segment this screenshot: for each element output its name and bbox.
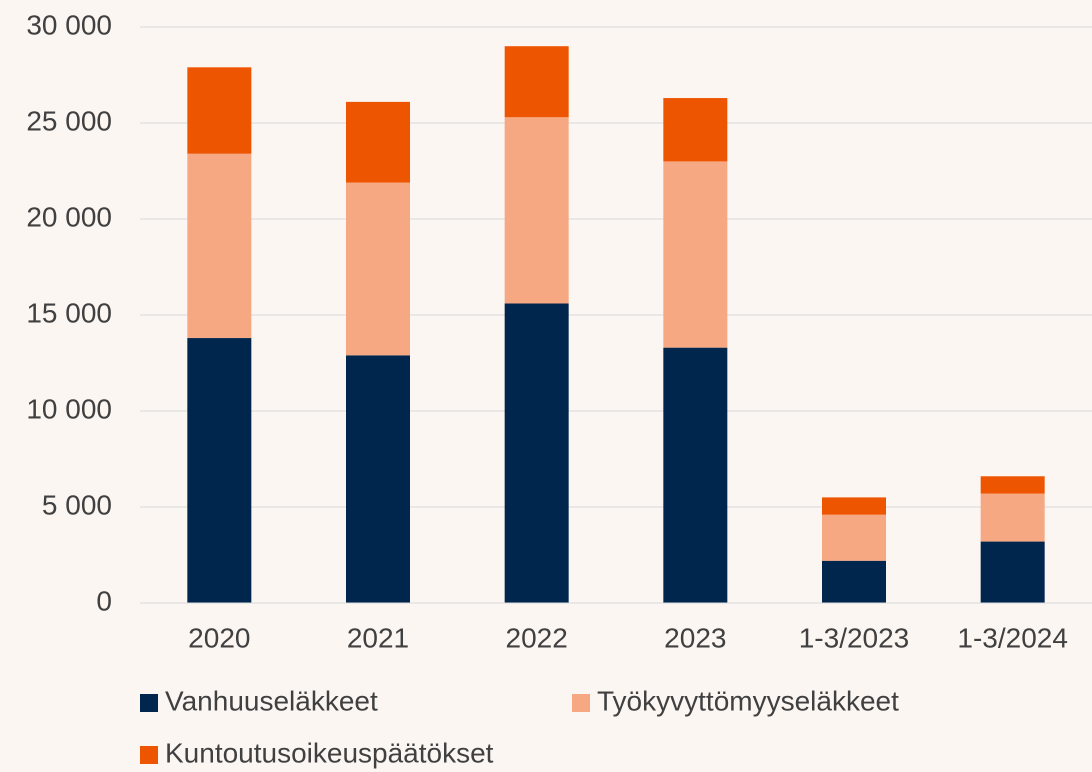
bar-segment [663, 161, 728, 348]
legend-swatch [140, 746, 158, 764]
bar-segment [504, 117, 569, 304]
bar-segment [504, 303, 569, 603]
legend-swatch [572, 694, 590, 712]
bar-segment [346, 355, 410, 603]
y-tick-label: 10 000 [26, 393, 112, 424]
legend-swatch [140, 694, 158, 712]
bar-segment [346, 182, 410, 356]
bar-segment [187, 67, 252, 154]
legend-label: Työkyvyttömyyseläkkeet [597, 685, 899, 716]
y-tick-label: 20 000 [26, 201, 112, 232]
bar-segment [822, 560, 886, 603]
bar-segment [346, 101, 410, 183]
bar-segment [663, 98, 728, 162]
bar-segment [187, 338, 252, 603]
y-tick-label: 0 [96, 585, 112, 616]
bar-segment [822, 514, 886, 561]
x-tick-label: 2020 [188, 622, 250, 653]
x-tick-label: 2023 [664, 622, 726, 653]
x-tick-label: 1-3/2023 [799, 622, 910, 653]
y-tick-label: 25 000 [26, 105, 112, 136]
x-tick-label: 2022 [506, 622, 568, 653]
y-tick-label: 5 000 [42, 489, 112, 520]
x-tick-label: 2021 [347, 622, 409, 653]
bar-segment [663, 347, 728, 603]
bar-segment [980, 493, 1045, 542]
bar-segment [187, 153, 252, 339]
y-tick-label: 30 000 [26, 9, 112, 40]
bar-segment [822, 497, 886, 515]
y-tick-label: 15 000 [26, 297, 112, 328]
bar-segment [980, 476, 1045, 494]
bar-segment [980, 541, 1045, 603]
x-tick-label: 1-3/2024 [957, 622, 1068, 653]
legend-label: Kuntoutusoikeuspäätökset [165, 737, 494, 768]
bar-segment [504, 46, 569, 118]
legend-label: Vanhuuseläkkeet [165, 685, 378, 716]
